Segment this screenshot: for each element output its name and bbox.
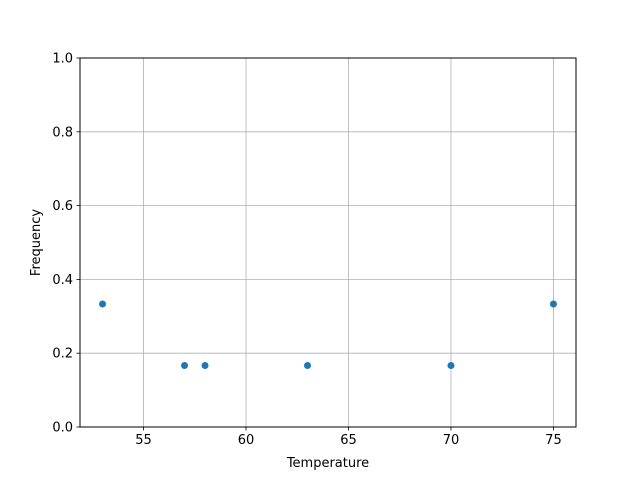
data-point	[549, 300, 557, 308]
x-axis-ticks: 55 60 65 70 75	[135, 427, 562, 448]
grid	[80, 57, 576, 428]
y-axis-label: Frequency	[29, 209, 44, 276]
x-tick-label: 75	[545, 433, 562, 448]
y-tick-label: 0.0	[52, 421, 73, 436]
x-axis-label: Temperature	[286, 456, 369, 471]
y-tick-label: 0.8	[52, 125, 73, 140]
y-tick-label: 0.2	[52, 347, 73, 362]
x-tick-label: 60	[238, 433, 255, 448]
y-axis-ticks: 0.0 0.2 0.4 0.6 0.8 1.0	[52, 52, 80, 436]
y-tick-label: 0.4	[52, 273, 73, 288]
x-tick-label: 55	[135, 433, 152, 448]
data-point	[201, 361, 209, 369]
y-tick-label: 1.0	[52, 52, 73, 67]
y-tick-label: 0.6	[52, 199, 73, 214]
x-tick-label: 65	[340, 433, 357, 448]
data-point	[181, 361, 189, 369]
data-points	[99, 300, 557, 369]
plot-frame	[79, 57, 577, 428]
data-point	[447, 361, 455, 369]
data-point	[99, 300, 107, 308]
data-point	[304, 361, 312, 369]
x-tick-label: 70	[443, 433, 460, 448]
